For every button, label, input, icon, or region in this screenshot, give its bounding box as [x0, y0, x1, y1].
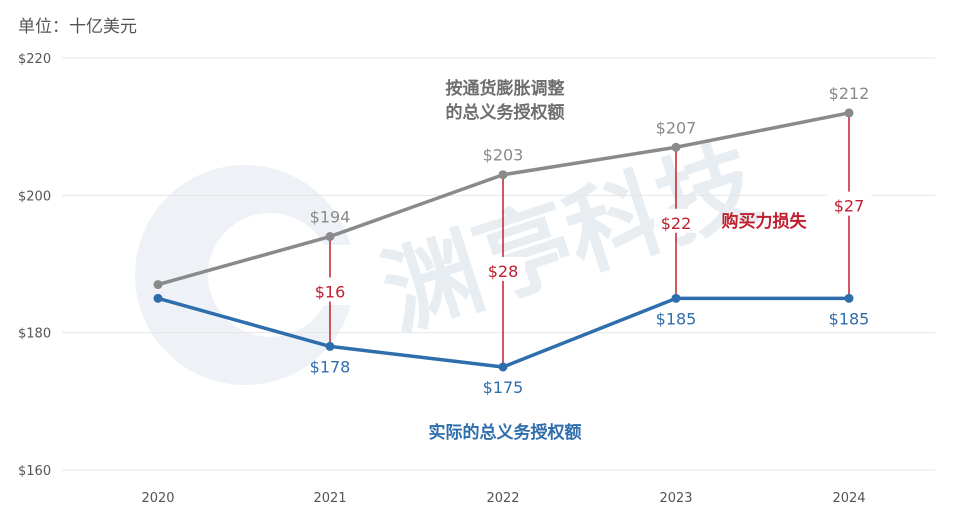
gap-label-bg [827, 191, 871, 216]
data-point-inflation-adjusted [498, 170, 508, 180]
data-label-inflation-adjusted: $194 [310, 208, 351, 227]
gap-label-bg [308, 277, 352, 302]
data-label-actual: $185 [829, 309, 870, 328]
data-point-inflation-adjusted [844, 108, 854, 118]
gap-label: $27 [834, 197, 865, 216]
x-tick-label: 2024 [832, 491, 865, 506]
data-label-inflation-adjusted: $212 [829, 84, 870, 103]
data-point-actual [153, 293, 163, 303]
x-tick-label: 2022 [486, 491, 519, 506]
gap-label: $16 [315, 282, 346, 301]
unit-label: 单位：十亿美元 [18, 17, 137, 37]
data-label-inflation-adjusted: $203 [483, 146, 524, 165]
data-point-inflation-adjusted [153, 280, 163, 290]
gap-label: $22 [661, 214, 692, 233]
series-name-inflation-line-1: 按通货膨胀调整 [446, 78, 565, 99]
data-point-actual [671, 293, 681, 303]
series-name-inflation-line-2: 的总义务授权额 [446, 102, 565, 123]
y-tick-label: $200 [18, 189, 51, 204]
watermark-text: 渊亭科技 [370, 126, 770, 351]
data-label-actual: $175 [483, 378, 524, 397]
gap-label-bg [654, 208, 698, 233]
data-point-actual [325, 341, 335, 351]
gap-title: 购买力损失 [722, 211, 808, 232]
y-tick-label: $220 [18, 52, 51, 67]
x-tick-label: 2023 [659, 491, 692, 506]
y-tick-label: $180 [18, 327, 51, 342]
x-tick-label: 2020 [141, 491, 174, 506]
data-label-actual: $178 [310, 357, 351, 376]
data-point-actual [844, 293, 854, 303]
data-label-actual: $185 [656, 309, 697, 328]
gap-label: $28 [488, 262, 519, 281]
data-point-inflation-adjusted [325, 232, 335, 242]
y-tick-label: $160 [18, 464, 51, 479]
data-label-inflation-adjusted: $207 [656, 118, 697, 137]
gap-label-bg [481, 256, 525, 281]
x-tick-label: 2021 [313, 491, 346, 506]
data-point-actual [498, 362, 508, 372]
series-name-actual: 实际的总义务授权额 [429, 422, 582, 443]
data-point-inflation-adjusted [671, 142, 681, 152]
